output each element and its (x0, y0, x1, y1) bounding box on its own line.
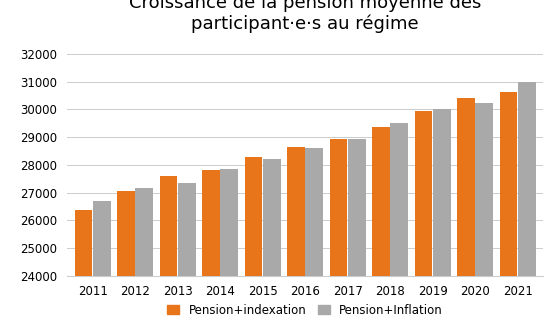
Bar (390, 123, 408, 336)
Bar (178, 183, 196, 336)
Bar (433, 110, 451, 336)
Bar (330, 138, 348, 336)
Legend: Pension+indexation, Pension+Inflation: Pension+indexation, Pension+Inflation (162, 299, 448, 321)
Bar (414, 111, 432, 336)
Title: Croissance de la pension moyenne des
participant·e·s au régime: Croissance de la pension moyenne des par… (129, 0, 482, 33)
Bar (245, 157, 263, 336)
Bar (202, 170, 220, 336)
Bar (263, 159, 281, 336)
Bar (500, 91, 517, 336)
Bar (136, 188, 153, 336)
Bar (160, 176, 178, 336)
Bar (287, 147, 305, 336)
Bar (348, 138, 366, 336)
Bar (117, 191, 135, 336)
Bar (221, 169, 238, 336)
Bar (475, 102, 493, 336)
Bar (457, 98, 475, 336)
Bar (74, 210, 92, 336)
Bar (372, 127, 390, 336)
Bar (518, 82, 536, 336)
Bar (305, 148, 323, 336)
Bar (93, 201, 111, 336)
